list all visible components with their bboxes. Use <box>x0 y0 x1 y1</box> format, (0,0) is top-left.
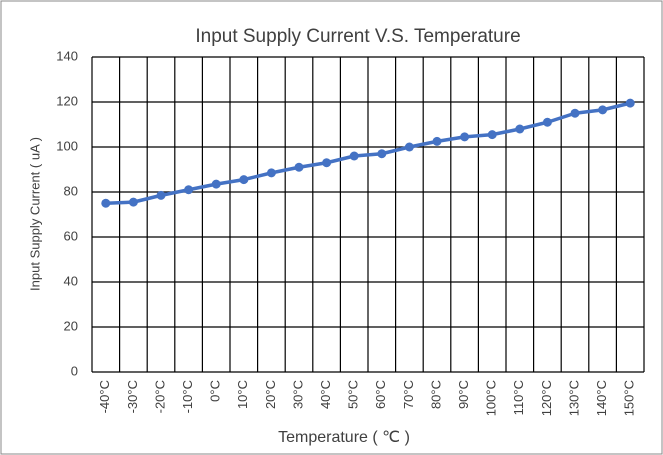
marker <box>570 108 580 118</box>
x-tick-label: 70°C <box>401 380 416 409</box>
marker <box>239 175 249 185</box>
marker <box>487 130 497 140</box>
y-tick-label: 20 <box>64 318 78 333</box>
x-tick-label: 60°C <box>373 380 388 409</box>
marker <box>625 98 635 108</box>
x-tick-label: 130°C <box>566 380 581 416</box>
x-tick-label: 100°C <box>484 380 499 416</box>
y-tick-label: 60 <box>64 228 78 243</box>
marker <box>515 124 525 134</box>
marker <box>322 158 332 168</box>
marker <box>184 185 194 195</box>
marker <box>542 117 552 127</box>
x-tick-label: 10°C <box>235 380 250 409</box>
marker <box>349 151 359 161</box>
y-tick-label: 40 <box>64 273 78 288</box>
marker <box>128 197 138 207</box>
y-tick-label: 0 <box>71 363 78 378</box>
marker <box>266 168 276 178</box>
x-tick-label: -10°C <box>180 380 195 413</box>
x-tick-label: 40°C <box>318 380 333 409</box>
x-tick-label: 20°C <box>263 380 278 409</box>
marker <box>211 179 221 189</box>
y-axis-title: Input Supply Current ( uA ) <box>27 137 42 291</box>
y-tick-label: 120 <box>56 93 78 108</box>
x-tick-label: 120°C <box>539 380 554 416</box>
marker <box>156 190 166 200</box>
y-tick-label: 140 <box>56 48 78 63</box>
x-tick-label: 140°C <box>594 380 609 416</box>
line <box>105 101 631 205</box>
marker <box>404 142 414 152</box>
x-tick-label: 90°C <box>456 380 471 409</box>
x-tick-label: 110°C <box>511 380 526 415</box>
y-tick-label: 100 <box>56 138 78 153</box>
marker <box>598 105 608 115</box>
marker <box>294 162 304 172</box>
y-tick-label: 80 <box>64 183 78 198</box>
marker <box>432 136 442 146</box>
marker <box>101 198 111 208</box>
x-tick-label: 80°C <box>428 380 443 409</box>
x-axis-title: Temperature ( ℃ ) <box>278 429 410 446</box>
marker <box>460 132 470 142</box>
x-tick-label: 150°C <box>622 380 637 416</box>
x-tick-label: 30°C <box>290 380 305 409</box>
x-tick-label: -40°C <box>97 380 112 413</box>
chart-title: Input Supply Current V.S. Temperature <box>195 26 520 47</box>
x-tick-label: -20°C <box>152 380 167 413</box>
x-tick-label: 50°C <box>346 380 361 409</box>
x-tick-label: 0°C <box>208 380 223 402</box>
x-tick-label: -30°C <box>125 380 140 413</box>
marker <box>377 149 387 159</box>
